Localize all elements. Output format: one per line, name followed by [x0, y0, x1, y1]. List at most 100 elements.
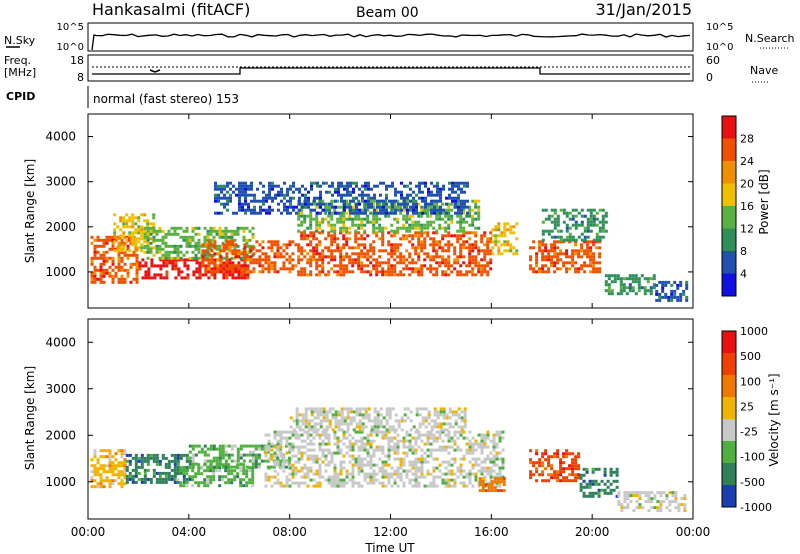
velocity-panel-cell	[498, 433, 502, 437]
velocity-panel-cell	[384, 436, 388, 440]
power-panel-cell	[188, 244, 192, 248]
power-panel-cell	[197, 244, 201, 248]
power-panel-cell	[595, 211, 599, 215]
velocity-panel-cell	[474, 439, 478, 443]
power-panel-cell	[188, 256, 192, 260]
velocity-panel-cell	[656, 491, 660, 495]
power-panel-cell	[402, 223, 406, 227]
velocity-panel-cell	[354, 442, 358, 446]
power-panel-cell	[339, 270, 343, 274]
power-panel-cell	[170, 232, 174, 236]
velocity-panel-cell	[260, 447, 264, 451]
velocity-panel-cell	[325, 410, 329, 414]
power-panel-cell	[474, 205, 478, 209]
power-panel-cell	[447, 243, 451, 247]
power-panel-cell	[258, 255, 262, 259]
power-panel-cell	[186, 273, 190, 277]
power-panel-cell	[171, 258, 175, 262]
power-panel-cell	[580, 238, 584, 242]
power-panel-cell	[459, 246, 463, 250]
power-panel-cell	[450, 220, 454, 224]
velocity-panel-cell	[420, 469, 424, 473]
power-panel-cell	[158, 238, 162, 242]
velocity-panel-cell	[402, 442, 406, 446]
power-panel-cell	[352, 196, 355, 200]
power-panel-cell	[405, 229, 409, 233]
power-panel-cell	[550, 214, 554, 218]
power-panel-cell	[327, 223, 331, 227]
power-panel-cell	[363, 229, 367, 233]
power-panel-cell	[429, 220, 433, 224]
power-panel-cell	[220, 184, 223, 188]
velocity-panel-cell	[535, 470, 539, 474]
power-panel-cell	[553, 226, 557, 230]
power-panel-cell	[447, 240, 451, 244]
power-panel-cell	[424, 205, 427, 209]
power-panel-cell	[544, 249, 548, 253]
velocity-panel-cell	[393, 430, 397, 434]
velocity-panel-cell	[381, 433, 385, 437]
power-panel-cell	[131, 225, 135, 229]
velocity-panel-cell	[312, 472, 316, 476]
power-panel-cell	[420, 205, 424, 209]
power-panel-cell	[339, 246, 343, 250]
velocity-panel-cell	[212, 472, 216, 476]
power-panel-cell	[252, 261, 256, 265]
power-panel-cell	[301, 202, 304, 206]
velocity-panel-cell	[319, 410, 323, 414]
velocity-panel-cell	[282, 457, 286, 461]
power-panel-cell	[276, 270, 280, 274]
power-panel-cell	[282, 267, 286, 271]
power-panel-cell	[246, 258, 250, 262]
power-panel-cell	[119, 216, 123, 220]
power-panel-cell	[342, 220, 346, 224]
velocity-panel-cell	[535, 461, 539, 465]
velocity-panel-cell	[324, 448, 328, 452]
velocity-panel-cell	[351, 442, 355, 446]
velocity-panel-cell	[327, 448, 331, 452]
power-panel-cell	[375, 258, 379, 262]
power-panel-cell	[255, 261, 259, 265]
power-panel-cell	[328, 184, 331, 188]
velocity-panel-cell	[324, 442, 328, 446]
power-panel-cell	[580, 267, 584, 271]
power-panel-cell	[565, 214, 569, 218]
power-panel-cell	[102, 238, 106, 242]
velocity-panel-cell	[417, 466, 421, 470]
velocity-panel-cell	[342, 442, 346, 446]
power-panel-cell	[330, 211, 334, 215]
power-panel-cell	[285, 267, 289, 271]
power-panel-colorbar-tick: 28	[740, 133, 754, 146]
power-panel-cell	[357, 261, 361, 265]
power-panel-cell	[237, 264, 241, 268]
velocity-panel-cell	[541, 464, 545, 468]
velocity-panel-cell	[266, 450, 270, 454]
power-panel-cell	[143, 226, 147, 230]
velocity-panel-cell	[279, 454, 283, 458]
power-panel-cell	[529, 255, 533, 259]
power-panel-cell	[418, 211, 421, 215]
power-panel-cell	[102, 280, 106, 284]
power-panel-cell	[201, 261, 205, 265]
velocity-panel-cell	[102, 455, 106, 459]
velocity-panel-cell	[218, 447, 222, 451]
power-panel-cell	[237, 270, 241, 274]
velocity-panel-cell	[282, 430, 286, 434]
power-panel-cell	[474, 273, 478, 277]
power-panel-cell	[503, 225, 507, 229]
velocity-panel-cell	[354, 463, 358, 467]
velocity-panel-cell	[402, 469, 406, 473]
velocity-panel-cell	[480, 451, 484, 455]
power-panel-cell	[255, 240, 259, 244]
power-panel-cell	[426, 226, 430, 230]
velocity-panel-cell	[638, 491, 642, 495]
power-panel-cell	[670, 295, 674, 299]
velocity-panel-cell	[550, 467, 554, 471]
velocity-panel-cell	[336, 481, 340, 485]
power-panel-cell	[604, 283, 608, 287]
power-panel-cell	[515, 249, 519, 253]
velocity-panel-cell	[90, 458, 94, 462]
power-panel-cell	[408, 223, 412, 227]
power-panel-cell	[226, 202, 229, 206]
power-panel-cell	[253, 208, 256, 212]
